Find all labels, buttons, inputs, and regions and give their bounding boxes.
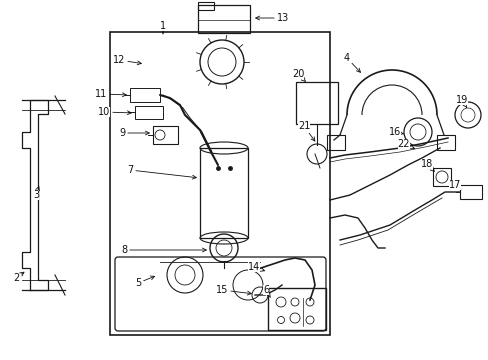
Text: 5: 5 — [135, 276, 154, 288]
Text: 4: 4 — [343, 53, 360, 72]
Text: 10: 10 — [98, 107, 131, 117]
Text: 3: 3 — [33, 186, 40, 200]
Text: 9: 9 — [119, 128, 149, 138]
Bar — [135, 106, 163, 119]
Text: 12: 12 — [113, 55, 141, 65]
Bar — [130, 88, 160, 102]
Bar — [326, 135, 345, 150]
Bar — [459, 185, 481, 199]
Text: 21: 21 — [297, 121, 314, 141]
Bar — [267, 288, 325, 330]
Bar — [200, 148, 247, 238]
Text: 18: 18 — [420, 159, 433, 171]
Bar — [198, 5, 249, 33]
Bar — [198, 2, 214, 10]
Text: 22: 22 — [397, 139, 414, 149]
Text: 13: 13 — [255, 13, 288, 23]
Text: 2: 2 — [13, 272, 24, 283]
Text: 14: 14 — [247, 262, 264, 272]
Text: 16: 16 — [388, 127, 403, 137]
Bar — [295, 82, 337, 124]
Text: 8: 8 — [121, 245, 206, 255]
Text: 11: 11 — [95, 89, 126, 99]
Bar — [432, 168, 450, 186]
Text: 15: 15 — [215, 285, 251, 295]
Text: 17: 17 — [448, 180, 460, 190]
Text: 20: 20 — [291, 69, 305, 81]
Text: 19: 19 — [455, 95, 467, 108]
Bar — [153, 126, 178, 144]
Bar — [436, 135, 454, 150]
Bar — [110, 32, 329, 335]
Text: 7: 7 — [126, 165, 196, 179]
Text: 1: 1 — [160, 21, 166, 34]
Text: 6: 6 — [263, 285, 270, 297]
